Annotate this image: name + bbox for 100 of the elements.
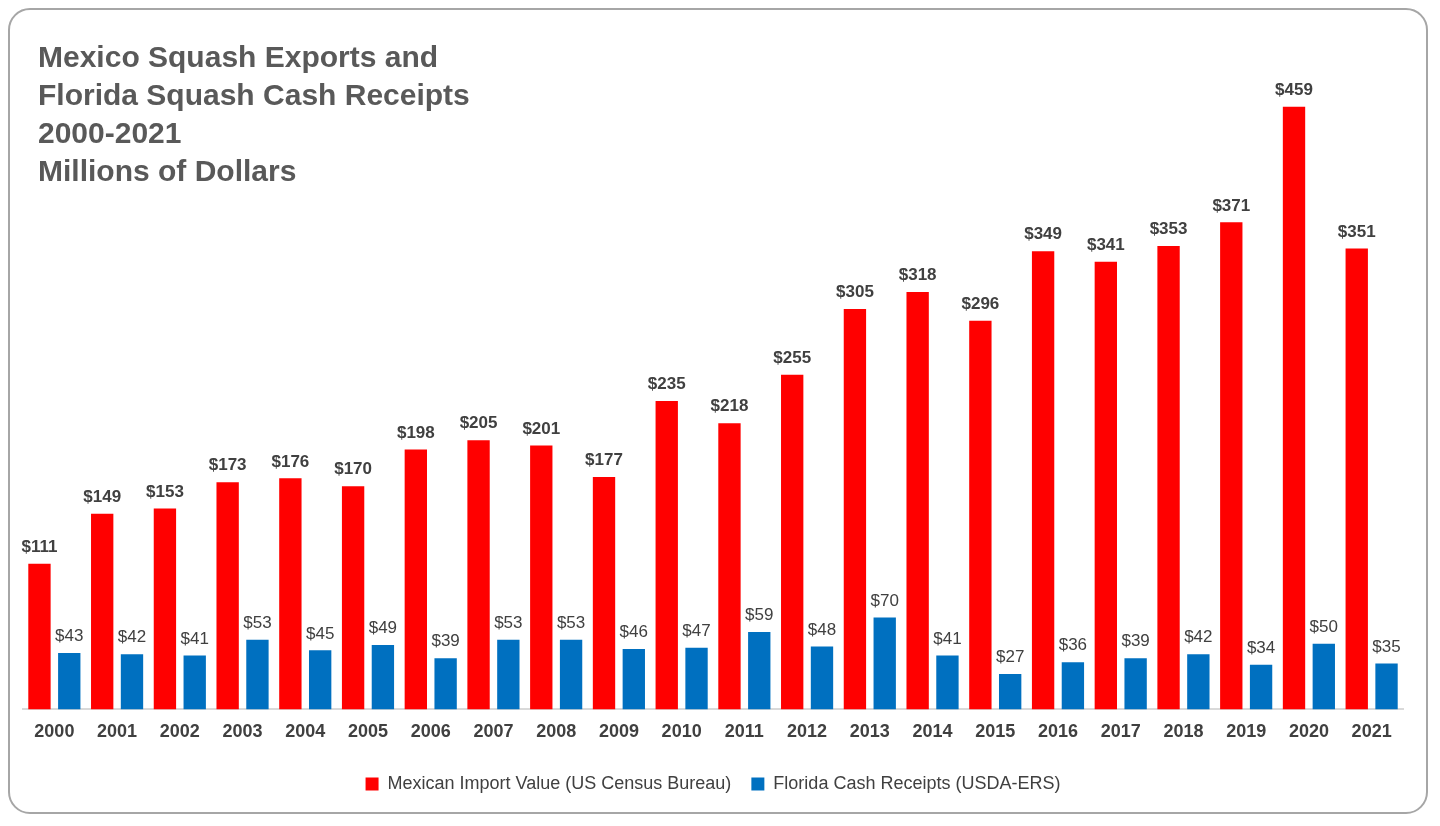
data-label: $59 [745, 605, 774, 625]
data-label: $459 [1275, 80, 1313, 100]
chart-title: Mexico Squash Exports and Florida Squash Cash Receipts 2000-2021 Millions of Dollars [38, 39, 470, 189]
x-tick-label: 2015 [975, 721, 1016, 742]
data-label: $42 [117, 627, 147, 647]
bar [1157, 245, 1180, 710]
bar [1061, 662, 1085, 710]
bar [341, 486, 365, 710]
x-tick-label: 2019 [1226, 721, 1267, 742]
data-label: $351 [1337, 221, 1376, 241]
data-label: $371 [1212, 195, 1251, 215]
bar [467, 440, 490, 710]
data-label: $41 [180, 628, 209, 648]
data-label: $149 [83, 486, 122, 506]
legend-label: Florida Cash Receipts (USDA-ERS) [773, 772, 1061, 793]
legend-label: Mexican Import Value (US Census Bureau) [387, 772, 732, 793]
x-tick-label: 2012 [787, 721, 828, 742]
data-label: $205 [459, 413, 498, 433]
data-label: $46 [619, 622, 648, 642]
bar [1187, 654, 1210, 710]
data-label: $39 [431, 631, 460, 651]
bar [843, 309, 867, 710]
bar [279, 478, 302, 710]
data-label: $36 [1058, 635, 1088, 655]
bar [906, 291, 929, 710]
x-tick-label: 2013 [849, 721, 890, 742]
bar [246, 639, 269, 710]
data-label: $176 [271, 451, 310, 471]
data-label: $70 [870, 590, 899, 610]
bar [153, 508, 177, 710]
bar [1220, 222, 1243, 710]
data-label: $218 [710, 396, 749, 416]
data-label: $255 [773, 347, 812, 367]
bar [655, 400, 678, 710]
x-tick-label: 2009 [598, 721, 639, 742]
bar [1124, 658, 1147, 710]
x-tick-label: 2003 [222, 721, 263, 742]
bar [873, 617, 896, 710]
data-label: $349 [1024, 224, 1063, 244]
bar [530, 445, 553, 710]
data-label: $201 [522, 418, 561, 438]
data-label: $353 [1149, 219, 1188, 239]
data-label: $27 [995, 647, 1025, 667]
x-tick-label: 2005 [347, 721, 389, 742]
x-tick-label: 2006 [410, 721, 451, 742]
data-label: $48 [807, 619, 837, 639]
data-label: $53 [243, 613, 272, 633]
bar [1375, 663, 1398, 710]
x-tick-label: 2017 [1100, 721, 1141, 742]
bar [622, 649, 645, 710]
data-label: $296 [961, 294, 1000, 313]
x-tick-label: 2011 [724, 721, 764, 742]
bar [592, 477, 616, 710]
bar [810, 646, 834, 710]
bar [559, 639, 583, 710]
data-label: $53 [494, 613, 523, 633]
bar [1282, 106, 1306, 710]
data-label: $39 [1121, 631, 1150, 651]
x-tick-label: 2007 [473, 721, 514, 742]
bar [1345, 248, 1368, 710]
bar [1249, 664, 1273, 710]
data-label: $111 [21, 536, 58, 556]
data-label: $318 [898, 265, 937, 285]
data-label: $198 [396, 422, 435, 442]
bar [1094, 261, 1117, 710]
x-tick-label: 2008 [536, 721, 577, 742]
data-label: $50 [1309, 616, 1338, 636]
x-tick-label: 2000 [34, 721, 75, 742]
bar [183, 655, 206, 710]
x-tick-label: 2010 [661, 721, 702, 742]
data-label: $49 [368, 618, 398, 638]
x-tick-label: 2002 [159, 721, 200, 742]
x-tick-label: 2016 [1037, 721, 1079, 742]
bar [1312, 643, 1335, 710]
bar [120, 654, 144, 710]
bar [999, 673, 1022, 710]
bar [28, 563, 51, 710]
data-label: $35 [1372, 636, 1401, 656]
data-label: $47 [682, 620, 711, 640]
x-tick-label: 2021 [1351, 721, 1392, 742]
data-label: $235 [647, 374, 686, 394]
bar [718, 423, 741, 710]
bar [404, 449, 427, 710]
bar [434, 658, 457, 710]
x-tick-label: 2020 [1288, 721, 1329, 742]
bar [748, 631, 771, 710]
data-label: $45 [305, 623, 335, 643]
data-label: $34 [1246, 637, 1276, 657]
bar [685, 647, 708, 710]
bar [58, 652, 81, 710]
x-tick-label: 2001 [97, 721, 138, 742]
bar [1031, 251, 1055, 710]
data-label: $173 [208, 455, 247, 475]
x-tick-label: 2014 [912, 721, 953, 742]
data-label: $53 [556, 613, 586, 633]
bar [91, 513, 114, 710]
bar [969, 320, 992, 710]
x-tick-label: 2018 [1163, 721, 1204, 742]
bar [936, 655, 959, 710]
data-label: $41 [933, 628, 962, 648]
